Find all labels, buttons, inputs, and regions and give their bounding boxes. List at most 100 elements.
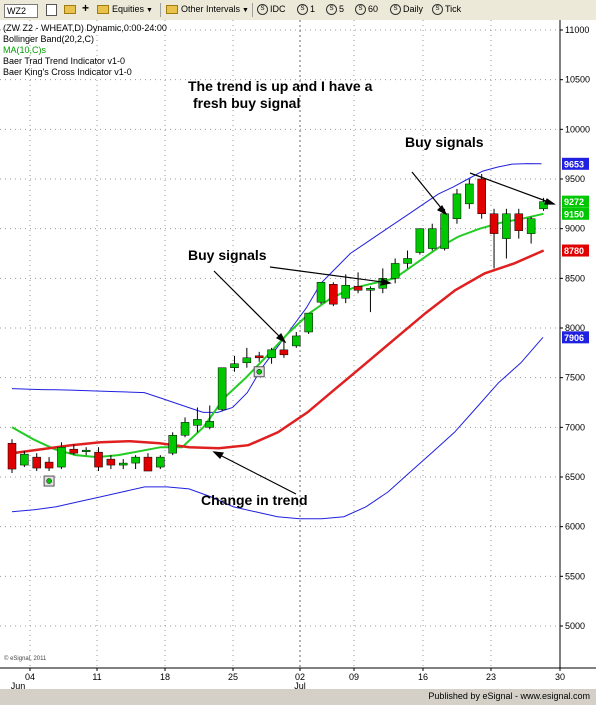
arrow-mid-2	[269, 266, 391, 284]
add-icon[interactable]: +	[82, 1, 90, 15]
x-tick-label: 16	[418, 672, 428, 682]
y-tick-label: 9500	[565, 174, 585, 184]
y-tick-label: 10500	[565, 75, 590, 85]
copyright: © eSignal, 2011	[4, 655, 47, 662]
price-labels: 9653 9272 9150 8780 7906	[562, 157, 589, 344]
y-tick-label: 10000	[565, 124, 590, 134]
month-label: Jun	[11, 681, 26, 689]
x-tick-label: 18	[160, 672, 170, 682]
x-tick-label: 09	[349, 672, 359, 682]
y-tick-label: 5500	[565, 571, 585, 581]
candle-body	[452, 193, 462, 219]
y-tick-label: 9000	[565, 224, 585, 234]
candle-body	[514, 213, 524, 231]
arrowhead	[275, 332, 287, 344]
candle-body	[403, 258, 412, 264]
candle-body	[353, 286, 363, 291]
legend-line-5: Baer King's Cross Indicator v1-0	[3, 67, 132, 77]
grid	[0, 20, 561, 668]
y-tick-label: 7500	[565, 373, 585, 383]
footer: Published by eSignal - www.esignal.com	[0, 689, 596, 705]
price-label: 7906	[564, 333, 584, 343]
interval-60-button[interactable]: S 60	[355, 4, 378, 16]
candle-body	[427, 228, 437, 249]
buy-signal-dot	[256, 369, 262, 375]
annotation-arrows	[212, 171, 556, 495]
buy-signals-label-mid: Buy signals	[188, 247, 267, 263]
candle-body	[292, 335, 301, 347]
y-tick-label: 11000	[565, 25, 589, 35]
arrow-mid-1	[213, 270, 286, 343]
x-tick-label: 30	[555, 672, 565, 682]
candle-body	[217, 367, 227, 410]
folder-icon	[166, 5, 178, 15]
legend-line-2: Bollinger Band(20,2,C)	[3, 34, 94, 44]
x-tick-labels: 04 11 18 25 02 09 16 23 30 Jun Jul	[11, 668, 565, 689]
candle-body	[526, 218, 536, 234]
symbol-input[interactable]: WZ2	[4, 4, 38, 18]
interval-icon: S	[297, 4, 308, 16]
price-label-box	[562, 157, 589, 170]
legend-line-4: Baer Trad Trend Indicator v1-0	[3, 56, 125, 66]
x-tick-label: 02	[295, 672, 305, 682]
price-label: 8780	[564, 246, 584, 256]
candle-body	[477, 178, 486, 215]
candle-body	[118, 462, 128, 466]
candle-body	[32, 456, 41, 469]
buy-signal-dot	[46, 478, 52, 484]
legend-line-1: (ZW Z2 - WHEAT,D) Dynamic,0:00-24:00	[3, 23, 167, 33]
moving-average-red-line	[11, 249, 545, 455]
x-tick-label: 25	[228, 672, 238, 682]
month-label: Jul	[294, 681, 306, 689]
x-tick-label: 04	[25, 672, 35, 682]
price-label-box	[562, 331, 589, 344]
new-chart-icon[interactable]	[46, 4, 57, 16]
idc-button[interactable]: S IDC	[257, 4, 286, 16]
daily-button[interactable]: S Daily	[390, 4, 423, 16]
candle-body	[415, 228, 425, 253]
tick-button[interactable]: S Tick	[432, 4, 461, 16]
candle-body	[7, 442, 17, 470]
candle-body	[106, 458, 116, 466]
price-label: 9150	[564, 209, 584, 219]
arrowhead	[380, 278, 392, 286]
candle-body	[168, 435, 177, 454]
y-tick-label: 8500	[565, 273, 585, 283]
chart-background	[0, 20, 596, 689]
arrowhead	[436, 204, 448, 216]
annotations: The trend is up and I have a fresh buy s…	[188, 78, 484, 508]
candle-body	[489, 213, 499, 234]
arrowhead	[212, 451, 224, 459]
equities-menu[interactable]: Equities ▼	[97, 4, 153, 15]
candle-body	[193, 419, 202, 426]
bollinger-upper-line	[11, 163, 542, 413]
y-tick-label: 6000	[565, 522, 585, 532]
candle-body	[341, 285, 350, 299]
y-tick-label: 6500	[565, 472, 585, 482]
other-intervals-menu[interactable]: Other Intervals ▼	[166, 4, 249, 15]
candle-body	[267, 349, 276, 359]
symbol-box[interactable]: WZ2	[4, 4, 38, 18]
candle-body	[94, 451, 103, 468]
x-tick-label: 23	[486, 672, 496, 682]
price-label: 9272	[564, 197, 584, 207]
buy-signals-label-top: Buy signals	[405, 134, 484, 150]
price-label-box	[562, 244, 589, 257]
candle-body	[279, 349, 289, 356]
candle-body	[81, 449, 91, 452]
candle-body	[440, 213, 449, 249]
open-icon[interactable]	[64, 4, 76, 15]
price-chart[interactable]: 5000 5500 6000 6500 7000 7500 8000 8500 9000 9500…	[0, 20, 596, 689]
candle-body	[242, 357, 252, 364]
candle-body	[156, 456, 165, 468]
candle-body	[539, 201, 548, 210]
chevron-down-icon: ▼	[146, 7, 153, 14]
candle-body	[230, 363, 239, 368]
candle-body	[20, 453, 29, 466]
folder-icon	[97, 5, 109, 15]
price-label-box	[562, 207, 589, 220]
arrow-top-2	[469, 172, 555, 205]
